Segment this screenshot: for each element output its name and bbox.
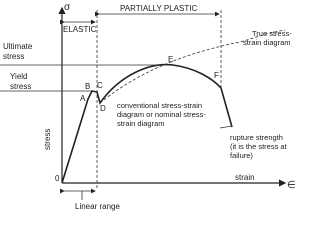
ultimate-label: stress bbox=[3, 52, 24, 61]
conventional-label: diagram or nominal stress- bbox=[117, 110, 206, 119]
rupture-label: rupture strength bbox=[230, 133, 283, 142]
stress-axis-label: stress bbox=[43, 129, 52, 150]
point-label: C bbox=[97, 81, 103, 90]
true-label: True stress- bbox=[252, 29, 292, 38]
ultimate-label: Ultimate bbox=[3, 42, 33, 51]
stress-strain-diagram: σ ∈ 0 ELASTIC PARTIALLY PLASTIC Ultimate… bbox=[0, 2, 296, 211]
sigma: σ bbox=[64, 2, 71, 13]
plastic-label: PARTIALLY PLASTIC bbox=[120, 4, 197, 13]
origin: 0 bbox=[55, 174, 60, 183]
rupture-leader bbox=[219, 125, 233, 129]
point-label: A bbox=[80, 94, 86, 103]
linear-range-label: Linear range bbox=[75, 202, 120, 211]
rupture-label: (it is the stress at bbox=[230, 142, 288, 151]
epsilon: ∈ bbox=[287, 180, 296, 191]
yield-label: Yield bbox=[10, 72, 28, 81]
point-label: D bbox=[100, 104, 106, 113]
point-label: E bbox=[168, 55, 173, 64]
conventional-label: conventional stress-strain bbox=[117, 101, 202, 110]
point-label: F bbox=[214, 71, 219, 80]
elastic-label: ELASTIC bbox=[63, 25, 97, 34]
conventional-label: strain diagram bbox=[117, 119, 165, 128]
yield-label: stress bbox=[10, 82, 31, 91]
point-label: B bbox=[85, 82, 90, 91]
strain-axis-label: strain bbox=[235, 173, 255, 182]
true-label: strain diagram bbox=[243, 38, 291, 47]
true-curve bbox=[99, 29, 286, 104]
rupture-label: failure) bbox=[230, 151, 253, 160]
